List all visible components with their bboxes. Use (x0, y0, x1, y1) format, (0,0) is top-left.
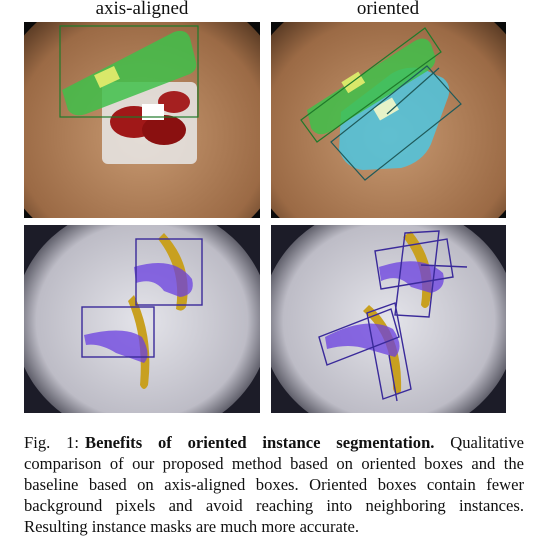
strawberries-oriented-image (271, 22, 506, 218)
panel-strawberries-axis-aligned (24, 22, 260, 218)
banana-top (134, 233, 193, 311)
panel-strawberries-oriented (271, 22, 506, 218)
axis-aligned-box-banana-top (135, 238, 203, 306)
figure-caption: Fig. 1: Benefits of oriented instance seg… (24, 432, 524, 537)
banana-top (379, 231, 444, 308)
axis-aligned-box-banana-bottom (81, 306, 155, 358)
caption-title: Benefits of oriented instance segmentati… (85, 433, 435, 452)
orientation-arrow (386, 67, 440, 115)
banana-bottom (84, 295, 150, 389)
oriented-box-teal (330, 65, 462, 181)
panel-bananas-oriented (271, 225, 506, 413)
column-heading-oriented: oriented (356, 0, 420, 19)
caption-body: Qualitative comparison of our proposed m… (24, 433, 525, 536)
strawberries-axis-aligned-image (24, 22, 260, 218)
axis-aligned-box-green (59, 25, 199, 118)
column-heading-axis-aligned: axis-aligned (95, 0, 189, 19)
oriented-box-banana-top-2 (394, 230, 440, 318)
oriented-box-green (300, 27, 442, 143)
orientation-arrow-bottom (388, 354, 398, 402)
bananas-axis-aligned-image (24, 225, 260, 413)
bananas-oriented-image (271, 225, 506, 413)
orientation-arrow-top (420, 264, 468, 268)
figure-label: Fig. 1: (24, 433, 80, 452)
oriented-box-banana-bottom-1 (318, 308, 400, 366)
strawberry-punnet (102, 82, 197, 164)
green-container-mask (62, 30, 197, 116)
oriented-box-banana-top-1 (374, 238, 454, 290)
panel-bananas-axis-aligned (24, 225, 260, 413)
oriented-box-banana-bottom-2 (366, 302, 412, 400)
